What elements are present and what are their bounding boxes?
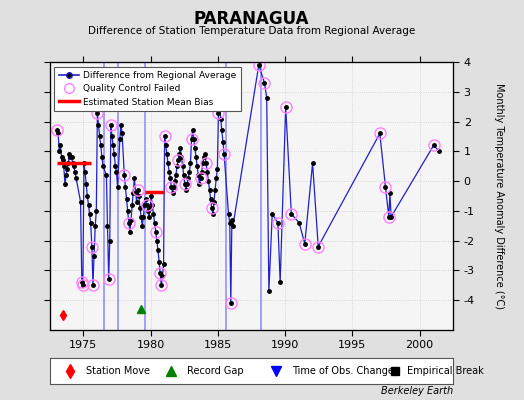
Legend: Difference from Regional Average, Quality Control Failed, Estimated Station Mean: Difference from Regional Average, Qualit…	[54, 66, 241, 111]
Text: Difference of Station Temperature Data from Regional Average: Difference of Station Temperature Data f…	[88, 26, 415, 36]
Text: Time of Obs. Change: Time of Obs. Change	[292, 366, 394, 376]
Text: PARANAGUA: PARANAGUA	[194, 10, 309, 28]
Text: Berkeley Earth: Berkeley Earth	[381, 386, 453, 396]
Y-axis label: Monthly Temperature Anomaly Difference (°C): Monthly Temperature Anomaly Difference (…	[494, 83, 504, 309]
Text: Station Move: Station Move	[86, 366, 150, 376]
Text: Record Gap: Record Gap	[187, 366, 244, 376]
Text: Empirical Break: Empirical Break	[407, 366, 484, 376]
